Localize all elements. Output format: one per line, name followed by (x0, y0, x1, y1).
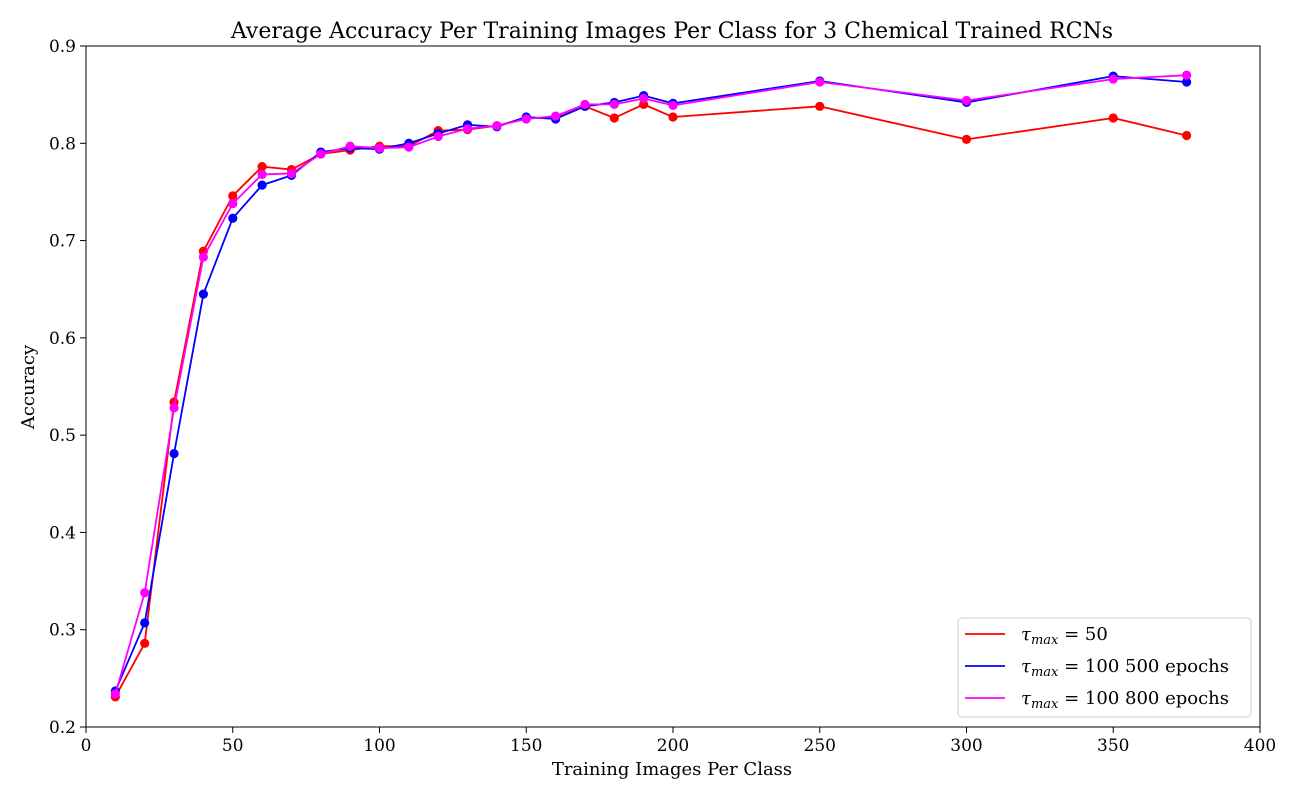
x-axis-label: Training Images Per Class (552, 759, 792, 780)
y-axis-label: Accuracy (18, 344, 39, 430)
data-point-series-1 (1108, 113, 1118, 123)
x-tick-label: 250 (804, 736, 836, 756)
y-tick-label: 0.8 (49, 134, 76, 154)
x-tick-label: 400 (1244, 736, 1276, 756)
data-point-series-3 (639, 93, 649, 104)
data-point-series-3 (140, 588, 150, 598)
legend: τmax = 50 τmax = 100 500 epochs τmax = 100… (957, 617, 1252, 718)
data-point-series-3 (551, 111, 561, 121)
y-tick-label: 0.3 (49, 621, 76, 641)
data-point-series-3 (228, 199, 238, 209)
data-point-series-3 (521, 114, 531, 124)
data-point-series-3 (257, 169, 267, 180)
legend-entry-1: τmax = 50 (1021, 624, 1108, 648)
x-tick-label: 100 (363, 736, 395, 756)
legend-entry-2: τmax = 100 500 epochs (1021, 656, 1229, 680)
data-point-series-1 (228, 191, 238, 201)
data-point-series-2 (198, 289, 208, 299)
data-point-series-3 (286, 168, 297, 179)
data-point-series-1 (668, 112, 678, 122)
data-point-series-2 (1182, 77, 1192, 87)
data-point-series-2 (140, 618, 150, 628)
y-tick-label: 0.5 (49, 426, 76, 446)
data-point-series-1 (815, 101, 825, 111)
plot-area: 0 50 100 150 200 250 300 350 400 0.2 0.3 0.4 0.5 0.6 0… (49, 37, 1276, 756)
data-point-series-3 (580, 99, 590, 109)
data-point-series-3 (433, 131, 443, 142)
data-point-series-1 (961, 134, 972, 144)
data-point-series-3 (668, 100, 678, 110)
data-point-series-3 (345, 141, 355, 151)
data-point-series-3 (1182, 70, 1192, 80)
data-point-series-2 (228, 213, 238, 223)
data-point-series-1 (140, 638, 150, 648)
data-point-series-3 (110, 689, 120, 699)
data-point-series-2 (169, 449, 179, 459)
data-point-series-3 (609, 99, 619, 109)
data-point-series-3 (815, 77, 825, 87)
y-tick-label: 0.2 (49, 718, 76, 738)
x-tick-label: 300 (950, 736, 982, 756)
x-tick-label: 200 (657, 736, 689, 756)
data-point-series-3 (198, 252, 208, 262)
y-tick-label: 0.4 (49, 523, 76, 543)
y-tick-label: 0.6 (49, 329, 76, 349)
data-point-series-3 (316, 149, 326, 159)
data-point-series-3 (462, 124, 473, 134)
x-tick-label: 50 (222, 736, 244, 756)
data-point-series-3 (492, 121, 502, 131)
x-tick-label: 0 (81, 736, 92, 756)
data-point-series-3 (961, 95, 972, 106)
data-point-series-1 (1182, 130, 1192, 141)
legend-entry-3: τmax = 100 800 epochs (1021, 688, 1229, 712)
chart-title: Average Accuracy Per Training Images Per… (230, 19, 1113, 44)
data-point-series-2 (257, 180, 267, 190)
x-tick-label: 350 (1097, 736, 1129, 756)
data-point-series-3 (1108, 74, 1118, 84)
data-point-series-1 (257, 162, 267, 172)
series-line-1 (114, 103, 1187, 698)
data-point-series-1 (609, 113, 619, 123)
y-tick-label: 0.7 (49, 232, 76, 252)
data-point-series-3 (404, 142, 414, 152)
y-tick-label: 0.9 (49, 37, 76, 57)
legend-box (957, 617, 1252, 718)
x-tick-label: 150 (510, 736, 542, 756)
series-line-2 (114, 75, 1187, 692)
data-point-series-3 (169, 403, 179, 413)
series-line-3 (114, 74, 1187, 695)
data-point-series-3 (374, 143, 385, 153)
